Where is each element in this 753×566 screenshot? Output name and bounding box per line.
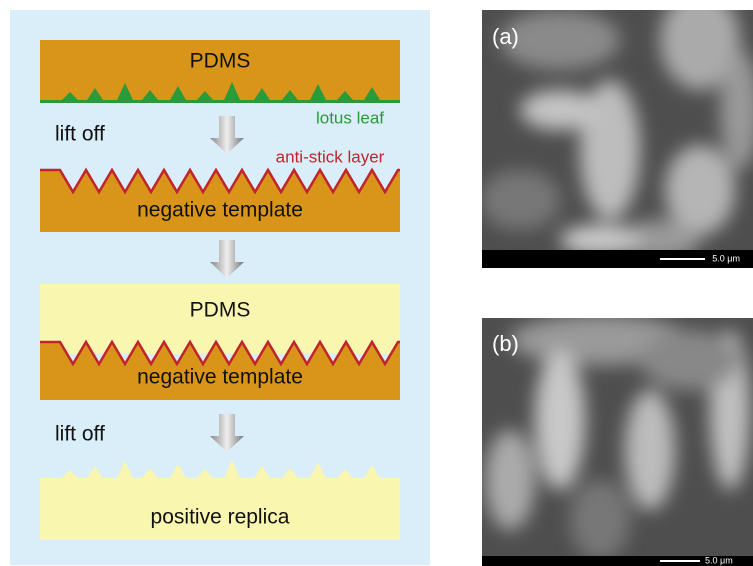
process-arrow: [210, 414, 244, 452]
sem-image: [482, 318, 753, 566]
sem-feature: [625, 390, 675, 510]
sem-feature: [570, 480, 630, 560]
sem-feature: [500, 10, 620, 70]
pdms-block: [40, 40, 400, 100]
diagram-shapes: [40, 40, 400, 540]
lotus-leaf-label: lotus leaf: [316, 108, 384, 127]
sem-texture: [485, 318, 750, 560]
sem-image: [482, 10, 753, 268]
lift-off-label: lift off: [55, 123, 105, 146]
scale-bar-label: 5.0 μm: [705, 555, 733, 565]
sem-feature: [665, 145, 735, 235]
scale-bar-label: 5.0 μm: [712, 253, 740, 263]
lift-off-label: lift off: [55, 423, 105, 446]
pdms-block: [40, 284, 400, 354]
anti-stick-layer: [40, 339, 400, 367]
sem-feature: [720, 50, 753, 170]
pdms-label: PDMS: [190, 299, 251, 322]
positive-replica-label: positive replica: [151, 506, 290, 529]
anti-stick-label: anti-stick layer: [276, 147, 385, 166]
negative-template-label: negative template: [137, 366, 303, 389]
sem-feature: [535, 350, 585, 490]
image-label: (a): [492, 24, 519, 49]
positive-replica: [40, 460, 400, 540]
image-label: (b): [492, 331, 519, 356]
sem-feature: [660, 10, 740, 90]
scale-bar-strip: [482, 556, 753, 566]
sem-images: [482, 10, 753, 566]
sem-texture: [482, 10, 753, 260]
negative-template-label: negative template: [137, 199, 303, 222]
lotus-leaf: [40, 82, 400, 103]
pdms-label: PDMS: [190, 50, 251, 73]
anti-stick-layer: [40, 167, 400, 195]
scale-bar-strip: [482, 250, 753, 268]
sem-feature: [482, 170, 560, 230]
sem-feature: [560, 225, 640, 255]
sem-feature: [485, 430, 535, 530]
process-arrow: [210, 116, 244, 154]
sem-feature: [640, 330, 740, 390]
sem-feature: [520, 90, 600, 130]
process-arrow: [210, 240, 244, 278]
